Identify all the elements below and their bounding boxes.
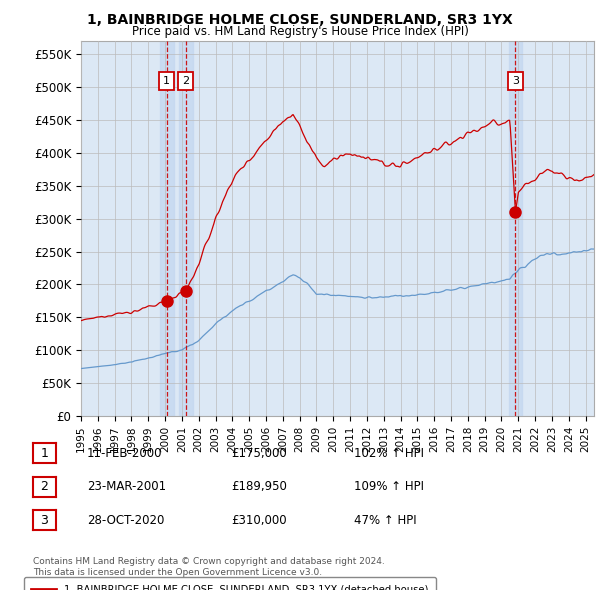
Bar: [509, 41, 522, 416]
Text: £310,000: £310,000: [231, 514, 287, 527]
Text: 1, BAINBRIDGE HOLME CLOSE, SUNDERLAND, SR3 1YX: 1, BAINBRIDGE HOLME CLOSE, SUNDERLAND, S…: [87, 13, 513, 27]
Bar: [179, 41, 193, 416]
Text: 3: 3: [512, 76, 519, 86]
Text: 102% ↑ HPI: 102% ↑ HPI: [354, 447, 424, 460]
Legend: 1, BAINBRIDGE HOLME CLOSE, SUNDERLAND, SR3 1YX (detached house), HPI: Average pr: 1, BAINBRIDGE HOLME CLOSE, SUNDERLAND, S…: [25, 577, 436, 590]
Text: Contains HM Land Registry data © Crown copyright and database right 2024.: Contains HM Land Registry data © Crown c…: [33, 558, 385, 566]
Text: 3: 3: [40, 514, 49, 527]
Text: £189,950: £189,950: [231, 480, 287, 493]
Text: £175,000: £175,000: [231, 447, 287, 460]
Text: 1: 1: [163, 76, 170, 86]
Text: 47% ↑ HPI: 47% ↑ HPI: [354, 514, 416, 527]
Text: This data is licensed under the Open Government Licence v3.0.: This data is licensed under the Open Gov…: [33, 568, 322, 577]
Text: 28-OCT-2020: 28-OCT-2020: [87, 514, 164, 527]
Text: 11-FEB-2000: 11-FEB-2000: [87, 447, 163, 460]
Text: 23-MAR-2001: 23-MAR-2001: [87, 480, 166, 493]
Text: Price paid vs. HM Land Registry's House Price Index (HPI): Price paid vs. HM Land Registry's House …: [131, 25, 469, 38]
Text: 109% ↑ HPI: 109% ↑ HPI: [354, 480, 424, 493]
Text: 1: 1: [40, 447, 49, 460]
Text: 2: 2: [40, 480, 49, 493]
Bar: [160, 41, 173, 416]
Text: 2: 2: [182, 76, 190, 86]
